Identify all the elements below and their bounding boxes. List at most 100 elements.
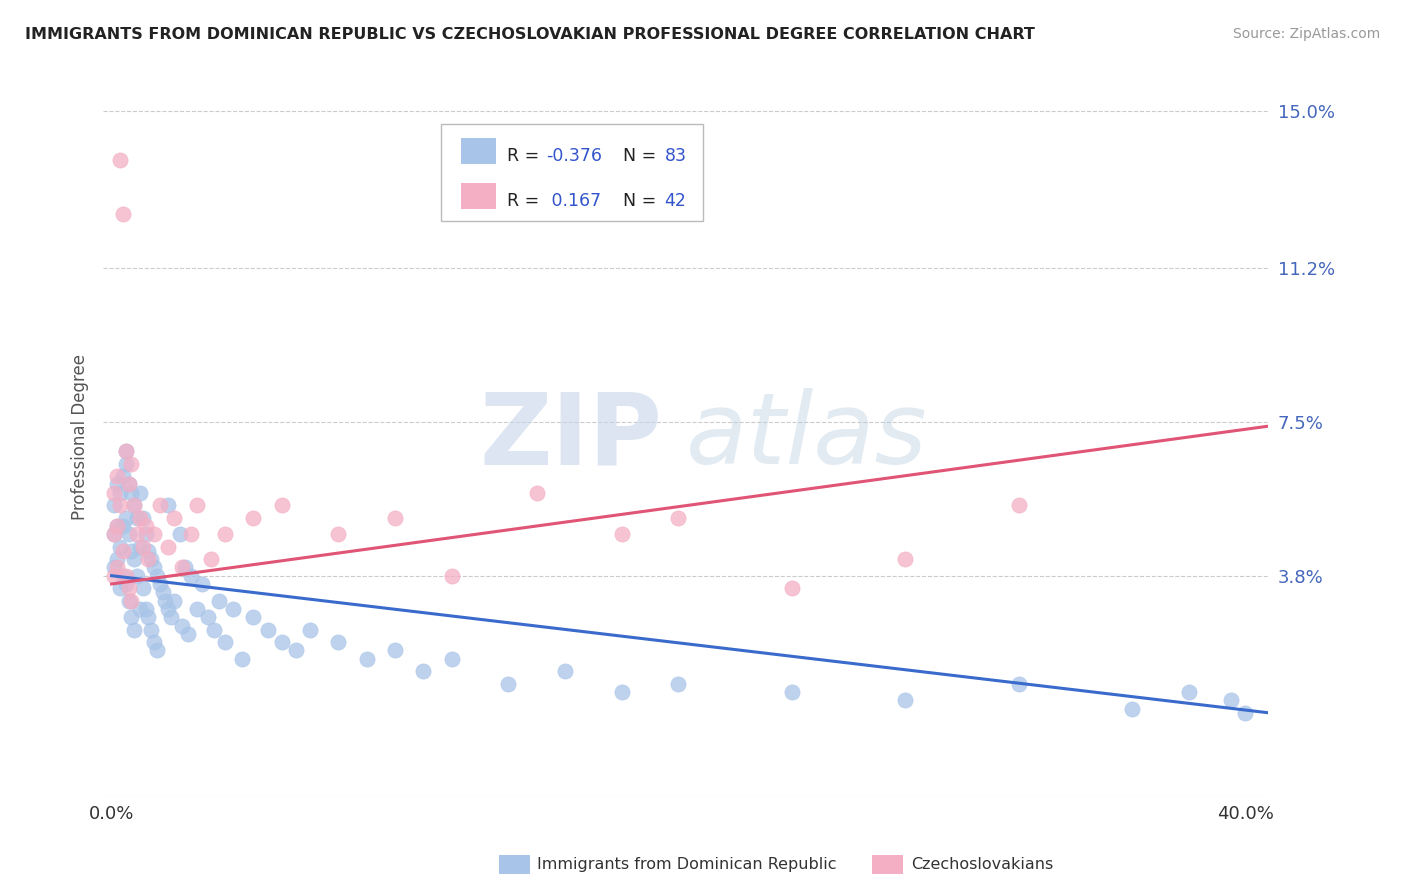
Point [256, 623, 278, 637]
Point [298, 623, 321, 637]
Point [222, 602, 245, 616]
Text: 83: 83 [665, 147, 686, 165]
Point [103, 527, 125, 541]
Point [146, 568, 169, 582]
FancyBboxPatch shape [441, 124, 703, 221]
Point [152, 585, 174, 599]
Point [1234, 706, 1257, 720]
Point [114, 568, 136, 582]
Text: ZIP: ZIP [479, 388, 662, 485]
Point [117, 527, 139, 541]
Bar [461, 183, 496, 209]
Bar [461, 137, 496, 163]
Point [1121, 701, 1143, 715]
Point [111, 568, 134, 582]
Point [149, 498, 172, 512]
Text: atlas: atlas [686, 388, 927, 485]
Point [141, 623, 163, 637]
Point [270, 635, 292, 649]
Point [157, 498, 180, 512]
Point [668, 676, 690, 690]
Point [127, 568, 149, 582]
Point [894, 693, 917, 707]
Point [108, 581, 131, 595]
Point [610, 527, 633, 541]
Point [356, 651, 378, 665]
Text: Source: ZipAtlas.com: Source: ZipAtlas.com [1233, 27, 1381, 41]
Point [440, 568, 463, 582]
Point [412, 664, 434, 678]
Point [129, 602, 152, 616]
Point [1007, 498, 1029, 512]
Point [114, 457, 136, 471]
Point [1177, 685, 1199, 699]
Point [191, 577, 214, 591]
Point [526, 485, 548, 500]
Point [554, 664, 576, 678]
Point [214, 635, 236, 649]
Point [186, 498, 208, 512]
Point [202, 623, 225, 637]
Point [103, 498, 125, 512]
Point [103, 560, 125, 574]
Point [121, 457, 143, 471]
Point [117, 581, 139, 595]
Point [127, 510, 149, 524]
Point [440, 651, 463, 665]
Point [138, 552, 160, 566]
Point [242, 510, 264, 524]
Point [124, 498, 146, 512]
Point [143, 635, 166, 649]
Point [143, 527, 166, 541]
Point [129, 510, 152, 524]
Point [135, 519, 157, 533]
Text: R =: R = [508, 147, 546, 165]
Point [129, 540, 152, 554]
Point [780, 685, 803, 699]
Point [186, 602, 208, 616]
Point [132, 540, 155, 554]
Point [124, 552, 146, 566]
Point [105, 560, 128, 574]
Point [146, 643, 169, 657]
Point [498, 676, 520, 690]
Text: 0.167: 0.167 [546, 193, 600, 211]
Point [149, 577, 172, 591]
Point [160, 610, 183, 624]
Text: -0.376: -0.376 [546, 147, 602, 165]
Point [180, 568, 202, 582]
Point [1007, 676, 1029, 690]
Point [117, 477, 139, 491]
Point [108, 498, 131, 512]
Point [1220, 693, 1243, 707]
Point [172, 560, 194, 574]
Point [124, 498, 146, 512]
Point [111, 519, 134, 533]
Point [141, 552, 163, 566]
Point [111, 469, 134, 483]
Point [121, 543, 143, 558]
Point [384, 510, 406, 524]
Point [105, 519, 128, 533]
Point [157, 602, 180, 616]
Point [105, 469, 128, 483]
Point [121, 593, 143, 607]
Point [103, 568, 125, 582]
Point [108, 540, 131, 554]
Point [132, 581, 155, 595]
Point [172, 618, 194, 632]
Point [114, 577, 136, 591]
Point [124, 623, 146, 637]
Text: IMMIGRANTS FROM DOMINICAN REPUBLIC VS CZECHOSLOVAKIAN PROFESSIONAL DEGREE CORREL: IMMIGRANTS FROM DOMINICAN REPUBLIC VS CZ… [25, 27, 1035, 42]
Point [200, 552, 222, 566]
Text: Immigrants from Dominican Republic: Immigrants from Dominican Republic [537, 857, 837, 871]
Text: R =: R = [508, 193, 546, 211]
Point [157, 540, 180, 554]
Point [328, 635, 350, 649]
Point [143, 560, 166, 574]
Point [214, 527, 236, 541]
Point [242, 610, 264, 624]
Point [208, 593, 231, 607]
Point [135, 602, 157, 616]
Point [108, 153, 131, 168]
